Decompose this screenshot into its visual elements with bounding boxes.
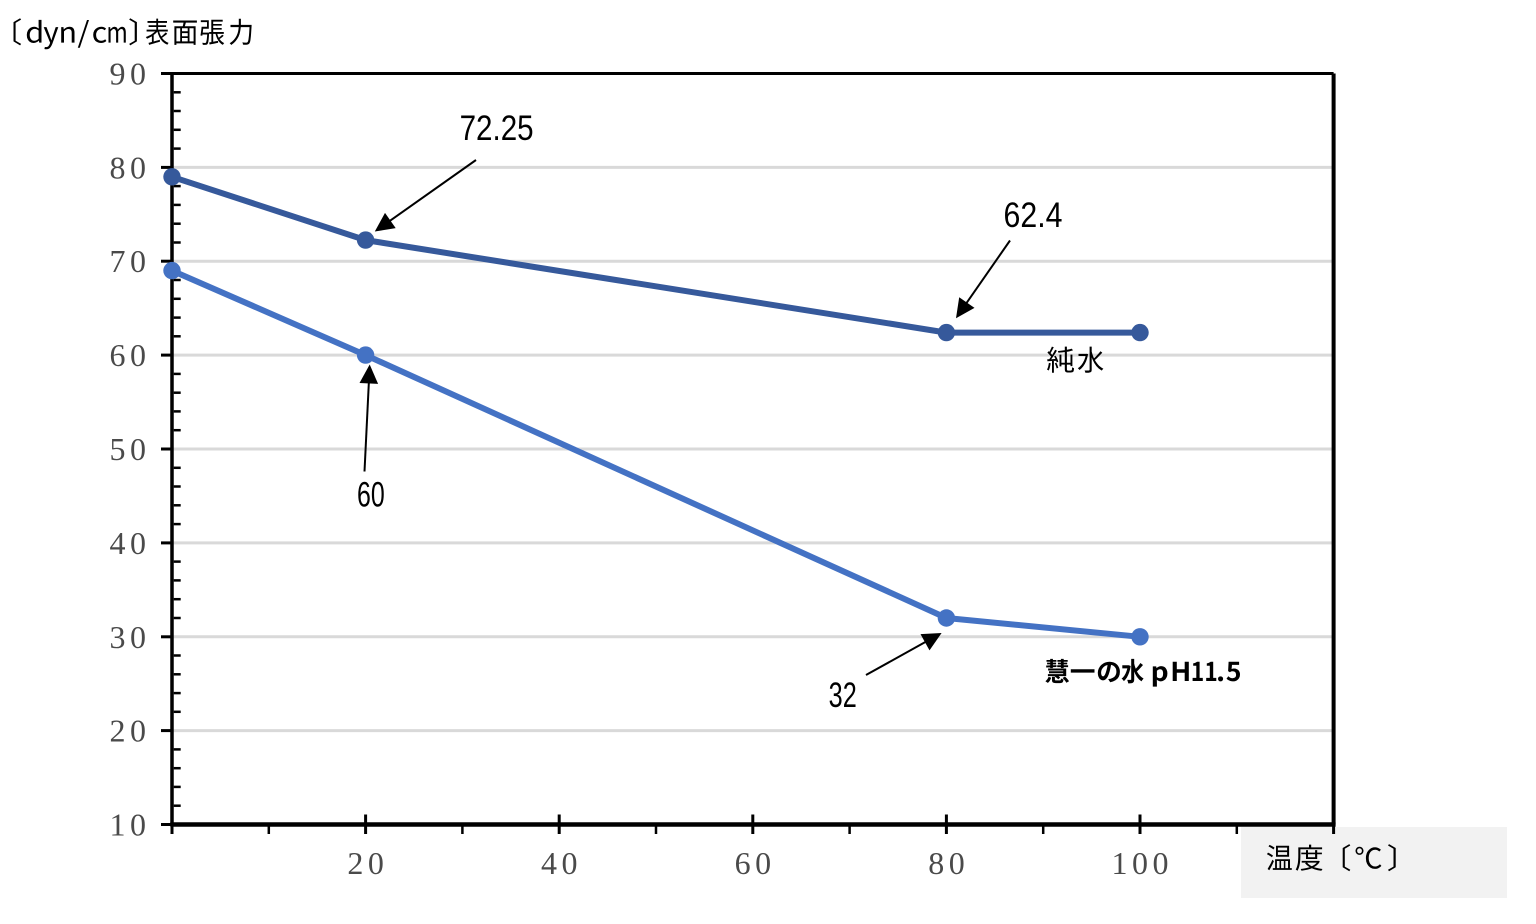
svg-text:10: 10 — [110, 807, 151, 843]
svg-text:20: 20 — [110, 713, 151, 749]
svg-text:80: 80 — [928, 845, 969, 881]
svg-text:60: 60 — [357, 475, 385, 514]
svg-text:80: 80 — [110, 149, 151, 185]
svg-text:60: 60 — [110, 337, 151, 373]
svg-text:60: 60 — [735, 845, 776, 881]
svg-text:100: 100 — [1112, 845, 1174, 881]
svg-text:72.25: 72.25 — [460, 109, 534, 148]
svg-text:62.4: 62.4 — [1004, 195, 1063, 235]
svg-text:20: 20 — [347, 845, 388, 881]
svg-text:70: 70 — [110, 243, 151, 279]
svg-text:50: 50 — [110, 431, 151, 467]
svg-text:40: 40 — [541, 845, 582, 881]
svg-text:90: 90 — [110, 56, 151, 92]
svg-text:30: 30 — [110, 619, 151, 655]
svg-text:32: 32 — [829, 676, 857, 715]
svg-text:40: 40 — [110, 525, 151, 561]
